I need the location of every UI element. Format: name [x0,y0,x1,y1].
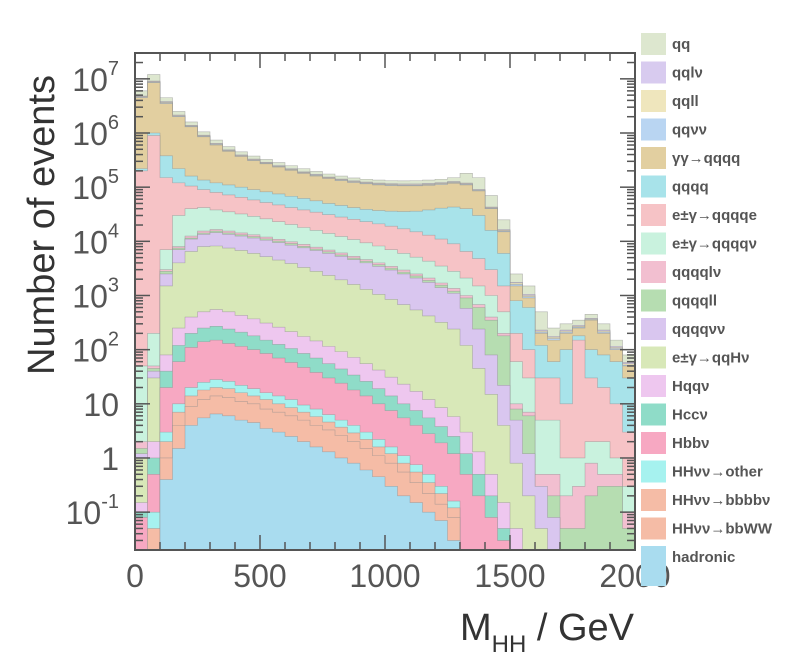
legend-swatch-qqqq [641,147,666,169]
legend-swatch-qq [641,118,666,141]
legend-swatch-qq [641,33,666,55]
legend-swatch-hh-bbww [641,517,666,540]
legend-label-qqqq: qqqqνν [672,321,725,338]
legend-label-qq: qq [672,36,690,53]
legend-swatch-hadronic [641,546,666,586]
y-tick-label: 10 [83,387,119,423]
legend-swatch-e-qqh [641,346,666,369]
y-tick-label: 103 [72,274,119,314]
legend-label-hh-bbbb: HHνν→bbbbν [672,492,770,509]
y-tick-label: 104 [72,220,119,260]
legend-swatch-qqqq [641,175,666,198]
y-tick-label: 1 [101,441,119,477]
legend-label-qqqq: γγ→qqqq [672,150,740,167]
y-tick-label: 102 [72,329,119,369]
legend-label-qqll: qqll [672,93,699,110]
x-tick-label: 0 [126,558,144,594]
legend-swatch-qql [641,61,666,84]
y-tick-label: 10-1 [66,491,119,531]
legend-label-qqqqll: qqqqll [672,293,717,310]
x-tick-label: 1500 [474,558,545,594]
y-tick-label: 107 [72,58,119,98]
x-axis-label-unit: / GeV [526,607,634,649]
x-axis-label-main: M [460,607,492,649]
legend-swatch-hh-other [641,460,666,483]
legend-label-hadronic: hadronic [672,549,735,566]
legend-label-hh-bbww: HHνν→bbWW [672,521,773,538]
legend: qqqqlνqqllqqννγγ→qqqqqqqqe±γ→qqqqee±γ→qq… [641,33,773,586]
legend-label-e-qqh: e±γ→qqHν [672,350,749,367]
stacked-series [134,74,636,551]
y-tick-label: 106 [72,112,119,152]
legend-swatch-qqqqll [641,289,666,312]
legend-label-qq: qqνν [672,122,707,139]
legend-label-hqq: Hqqν [672,378,710,395]
x-tick-label: 1000 [349,558,420,594]
axis-ticks [134,52,636,551]
legend-label-hh-other: HHνν→other [672,464,763,481]
legend-swatch-qqll [641,90,666,112]
x-axis-label: MHH / GeV [460,607,635,658]
legend-swatch-hbb [641,432,666,454]
legend-swatch-e-qqqq [641,232,666,255]
y-axis-label: Number of events [21,75,63,375]
x-axis-label-subscript: HH [492,631,527,658]
legend-label-hbb: Hbbν [672,435,710,452]
x-tick-labels: 0 500 1000 1500 2000 [126,558,670,594]
legend-swatch-hcc [641,403,666,426]
x-tick-label: 500 [233,558,286,594]
legend-label-e-qqqqe: e±γ→qqqqe [672,207,757,224]
y-tick-label: 105 [72,166,119,206]
y-tick-labels: 10-1 1 10 102 103 104 105 106 107 [66,58,119,531]
legend-swatch-qqqql [641,261,666,283]
legend-label-e-qqqq: e±γ→qqqqν [672,236,757,253]
legend-swatch-e-qqqqe [641,204,666,226]
legend-label-qqqq: qqqq [672,179,709,196]
legend-label-qql: qqlν [672,65,703,82]
legend-swatch-hh-bbbb [641,489,666,511]
legend-label-hcc: Hccν [672,407,708,424]
legend-swatch-qqqq [641,318,666,340]
legend-swatch-hqq [641,375,666,397]
legend-label-qqqql: qqqqlν [672,264,721,281]
